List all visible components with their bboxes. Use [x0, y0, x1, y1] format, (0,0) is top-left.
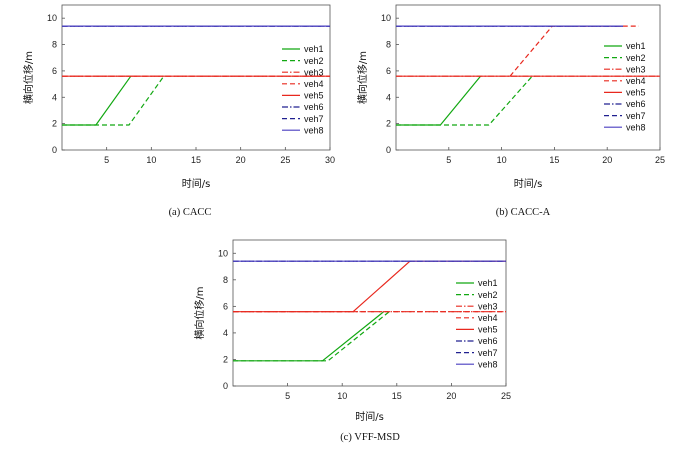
legend-label-veh7: veh7	[478, 348, 498, 358]
y-tick-label: 8	[386, 40, 391, 50]
legend-label-veh6: veh6	[626, 99, 646, 109]
y-tick-label: 8	[223, 275, 228, 285]
y-tick-label: 2	[386, 119, 391, 129]
legend-label-veh5: veh5	[304, 91, 324, 101]
x-axis-label: 时间/s	[355, 410, 384, 423]
series-line-veh1	[62, 75, 132, 126]
legend-label-veh6: veh6	[478, 336, 498, 346]
y-tick-label: 10	[381, 13, 391, 23]
y-tick-label: 2	[223, 354, 228, 364]
x-tick-label: 15	[191, 155, 201, 165]
legend-label-veh2: veh2	[626, 53, 646, 63]
legend-label-veh7: veh7	[304, 114, 324, 124]
panel-caption: (b) CACC-A	[496, 207, 551, 218]
series-line-veh1	[233, 311, 385, 362]
legend-label-veh4: veh4	[626, 76, 646, 86]
x-axis-label: 时间/s	[182, 177, 211, 190]
series-line-veh2	[62, 75, 166, 126]
legend-label-veh3: veh3	[478, 301, 498, 311]
series-line-veh2	[233, 311, 390, 362]
legend-label-veh6: veh6	[304, 102, 324, 112]
plot-area-frame	[61, 4, 331, 151]
y-tick-label: 2	[52, 119, 57, 129]
legend-label-veh4: veh4	[478, 313, 498, 323]
legend-label-veh7: veh7	[626, 111, 646, 121]
chart-panel-1: 0 2 4 6 8 10 5 10 15 20 25 30 时间/s 横向位移/m veh1 veh2veh3…	[22, 4, 335, 218]
legend-label-veh5: veh5	[626, 88, 646, 98]
y-tick-label: 10	[47, 13, 57, 23]
legend-label-veh8: veh8	[304, 125, 324, 135]
plot-area-frame	[232, 239, 507, 387]
y-tick-label: 4	[386, 92, 391, 102]
x-tick-label: 20	[602, 155, 612, 165]
legend-label-veh5: veh5	[478, 325, 498, 335]
plot-area-frame	[395, 4, 661, 151]
y-tick-label: 0	[223, 381, 228, 391]
x-tick-label: 25	[655, 155, 665, 165]
legend-label-veh1: veh1	[626, 41, 646, 51]
x-tick-label: 10	[497, 155, 507, 165]
panel-caption: (a) CACC	[169, 207, 212, 218]
series-line-veh1	[396, 75, 481, 126]
series-line-veh5	[233, 260, 506, 313]
series-line-veh2	[396, 75, 536, 126]
y-axis-label: 横向位移/m	[22, 51, 35, 104]
legend-label-veh8: veh8	[478, 359, 498, 369]
x-tick-label: 25	[280, 155, 290, 165]
x-tick-label: 5	[446, 155, 451, 165]
x-axis-label: 时间/s	[514, 177, 543, 190]
y-axis-label: 横向位移/m	[356, 51, 369, 104]
x-tick-label: 15	[549, 155, 559, 165]
y-tick-label: 8	[52, 40, 57, 50]
legend-label-veh8: veh8	[626, 122, 646, 132]
y-tick-label: 6	[386, 66, 391, 76]
legend-label-veh1: veh1	[304, 44, 324, 54]
x-tick-label: 25	[501, 391, 511, 401]
legend-label-veh2: veh2	[478, 290, 498, 300]
y-tick-label: 4	[223, 328, 228, 338]
x-tick-label: 10	[146, 155, 156, 165]
y-tick-label: 4	[52, 92, 57, 102]
x-tick-label: 20	[446, 391, 456, 401]
legend-label-veh1: veh1	[478, 278, 498, 288]
y-tick-label: 6	[223, 301, 228, 311]
legend-label-veh4: veh4	[304, 79, 324, 89]
legend-label-veh2: veh2	[304, 56, 324, 66]
x-tick-label: 30	[325, 155, 335, 165]
legend-label-veh3: veh3	[304, 67, 324, 77]
x-tick-label: 20	[236, 155, 246, 165]
x-tick-label: 15	[392, 391, 402, 401]
y-axis-label: 横向位移/m	[193, 286, 206, 339]
x-tick-label: 5	[285, 391, 290, 401]
y-tick-label: 0	[52, 145, 57, 155]
x-tick-label: 10	[337, 391, 347, 401]
x-tick-label: 5	[104, 155, 109, 165]
legend-label-veh3: veh3	[626, 64, 646, 74]
y-tick-label: 0	[386, 145, 391, 155]
y-tick-label: 10	[218, 248, 228, 258]
y-tick-label: 6	[52, 66, 57, 76]
panel-caption: (c) VFF-MSD	[340, 432, 400, 443]
